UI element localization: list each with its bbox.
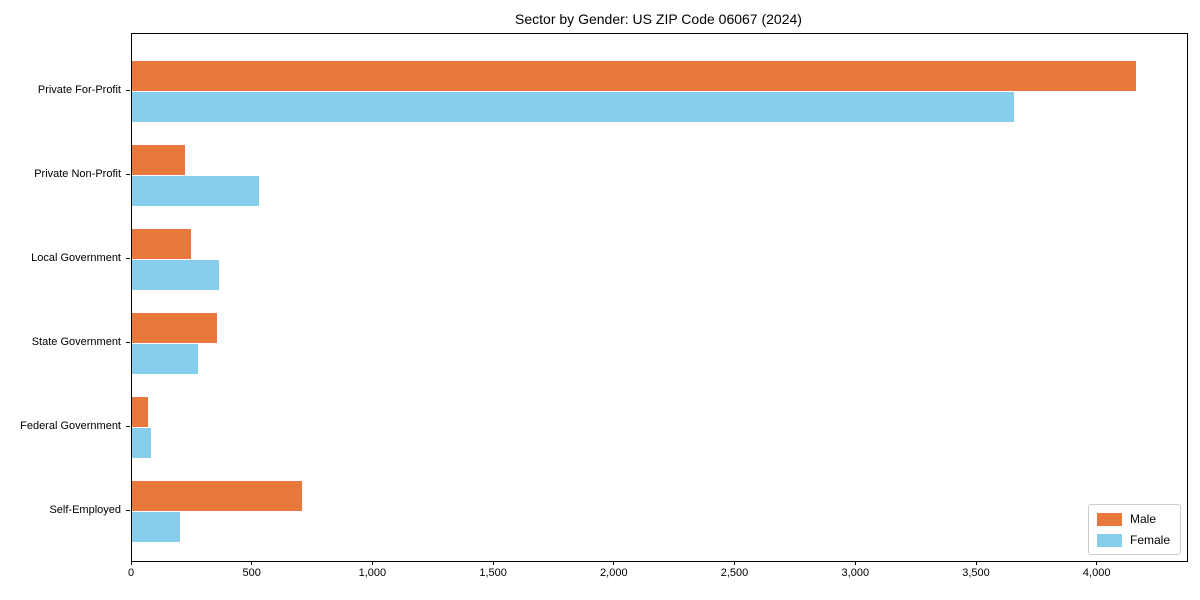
xtick-mark-3000: [854, 561, 856, 565]
ytick-label-private-for-profit: Private For-Profit: [37, 84, 121, 96]
xtick-mark-4000: [1096, 561, 1098, 565]
bar-female-federal-government: [132, 428, 152, 458]
xtick-label-3000: 3,000: [841, 567, 870, 579]
xtick-mark-2500: [734, 561, 735, 565]
bar-female-private-for-profit: [132, 92, 1015, 122]
legend-swatch-male: [1096, 512, 1122, 526]
xtick-label-1000: 1,000: [358, 567, 387, 579]
ytick-mark-federal-government: [126, 426, 130, 427]
bar-male-private-non-profit: [132, 145, 186, 175]
bar-male-local-government: [132, 229, 192, 259]
xtick-label-2000: 2,000: [600, 567, 628, 579]
xtick-label-3500: 3,500: [962, 567, 990, 579]
chart-title: Sector by Gender: US ZIP Code 06067 (202…: [515, 11, 802, 27]
bar-male-self-employed: [132, 481, 303, 511]
ytick-label-private-non-profit: Private Non-Profit: [34, 168, 121, 180]
bar-male-state-government: [132, 313, 217, 343]
ytick-label-federal-government: Federal Government: [20, 420, 121, 432]
legend-swatch-female: [1096, 533, 1122, 547]
xtick-mark-1000: [371, 561, 373, 565]
ytick-mark-state-government: [126, 342, 130, 343]
xtick-label-500: 500: [242, 567, 261, 579]
ytick-mark-private-for-profit: [126, 90, 130, 91]
legend: Male Female: [1087, 504, 1181, 555]
bar-female-state-government: [132, 344, 199, 374]
legend-item-female: Female: [1096, 533, 1170, 547]
bar-female-local-government: [132, 260, 219, 290]
xtick-label-4000: 4,000: [1082, 567, 1111, 579]
x-axis: 0 500 1,000 1,500 2,000 2,500 3,000 3,500 4,000: [128, 561, 1186, 591]
xtick-mark-1500: [492, 561, 494, 565]
xtick-label-1500: 1,500: [479, 567, 507, 579]
ytick-mark-local-government: [126, 258, 130, 259]
bar-female-private-non-profit: [132, 176, 259, 206]
xtick-label-2500: 2,500: [720, 567, 749, 579]
ytick-mark-private-non-profit: [126, 174, 130, 175]
ytick-mark-self-employed: [126, 510, 130, 511]
xtick-mark-3500: [975, 561, 977, 565]
bar-male-private-for-profit: [132, 61, 1137, 91]
legend-label-female: Female: [1129, 533, 1170, 547]
xtick-mark-500: [251, 561, 253, 565]
legend-label-male: Male: [1129, 512, 1156, 526]
bar-male-federal-government: [132, 397, 148, 427]
y-axis: Private For-Profit Private Non-Profit Loca…: [0, 33, 131, 560]
xtick-mark-0: [130, 561, 132, 565]
xtick-mark-2000: [613, 561, 615, 565]
ytick-label-self-employed: Self-Employed: [49, 504, 121, 516]
plot-area: [131, 33, 1188, 562]
ytick-label-state-government: State Government: [31, 336, 121, 348]
legend-item-male: Male: [1096, 512, 1170, 526]
ytick-label-local-government: Local Government: [31, 252, 121, 264]
xtick-label-0: 0: [127, 567, 135, 579]
bar-female-self-employed: [132, 512, 181, 542]
